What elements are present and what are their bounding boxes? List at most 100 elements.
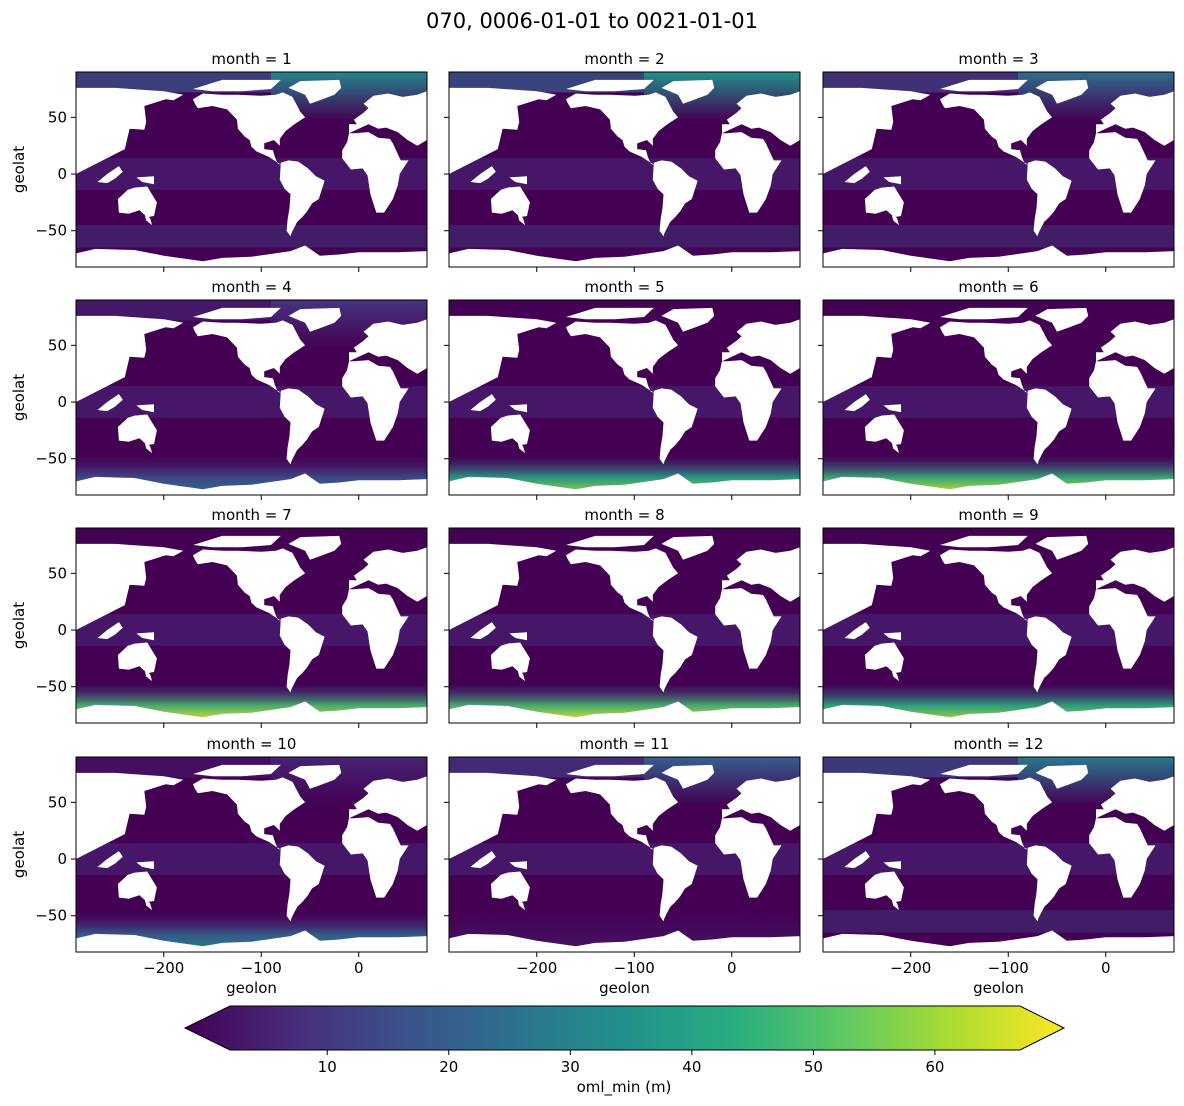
axes-frame bbox=[75, 527, 428, 724]
land-mass-5 bbox=[449, 315, 557, 402]
y-axis-label: geolat bbox=[10, 602, 28, 649]
land-mass-5 bbox=[76, 87, 184, 174]
x-tick-label: 0 bbox=[354, 959, 364, 977]
land-mass-12 bbox=[509, 404, 527, 413]
land-mass-10 bbox=[517, 897, 525, 911]
land-mass-11 bbox=[97, 166, 123, 184]
axes-frame bbox=[448, 71, 801, 268]
panel-title: month = 10 bbox=[207, 735, 297, 753]
land-mass-8 bbox=[1035, 535, 1089, 560]
land-mass-12 bbox=[136, 404, 154, 413]
land-mass-9 bbox=[823, 245, 1174, 267]
land-mass-10 bbox=[891, 897, 899, 911]
land-mass-11 bbox=[97, 851, 123, 869]
map-panel-month-11: month = 11 −200 −100 0 geolon bbox=[444, 735, 801, 997]
land-mass-4 bbox=[1096, 547, 1174, 602]
axes-frame bbox=[448, 527, 801, 724]
land-mass-3 bbox=[1089, 132, 1156, 213]
land-mass-5 bbox=[76, 315, 184, 402]
land-mass-2 bbox=[279, 845, 325, 922]
land-mass-10 bbox=[144, 897, 153, 911]
land-mass-1 bbox=[940, 548, 1053, 621]
land-mass-6 bbox=[864, 186, 904, 218]
land-mass-6 bbox=[864, 414, 904, 446]
land-mass-1 bbox=[193, 320, 306, 393]
y-tick-label: 50 bbox=[48, 336, 67, 354]
land-mass-7 bbox=[566, 764, 654, 777]
land-mass-7 bbox=[566, 535, 654, 548]
land-mass-1 bbox=[566, 548, 679, 621]
map-panel-month-5: month = 5 bbox=[444, 278, 801, 500]
panel-title: month = 2 bbox=[584, 50, 664, 68]
y-tick-label: 50 bbox=[48, 564, 67, 582]
land-mass-5 bbox=[76, 772, 184, 859]
y-tick-label: 0 bbox=[57, 393, 67, 411]
land-mass-3 bbox=[342, 817, 409, 898]
land-mass-3 bbox=[1089, 817, 1156, 898]
y-tick-label: 0 bbox=[57, 165, 67, 183]
panel-title: month = 9 bbox=[958, 506, 1038, 524]
land-mass-6 bbox=[490, 414, 530, 446]
land-mass-1 bbox=[566, 777, 679, 850]
land-mass-1 bbox=[193, 777, 306, 850]
land-mass-6 bbox=[490, 186, 530, 218]
land-mass-10 bbox=[144, 440, 153, 454]
x-tick-label: 0 bbox=[1101, 959, 1111, 977]
land-mass-4 bbox=[349, 547, 427, 602]
colorbar-body bbox=[183, 1005, 1066, 1051]
land-mass-2 bbox=[1026, 845, 1072, 922]
map-panel-month-8: month = 8 bbox=[444, 506, 801, 728]
land-mass-7 bbox=[193, 307, 281, 320]
colorbar: 10 20 30 40 50 60 oml_min (m) bbox=[183, 1005, 1066, 1097]
land-mass-12 bbox=[883, 404, 901, 413]
land-mass-9 bbox=[76, 473, 427, 495]
axes-frame bbox=[448, 299, 801, 496]
land-mass-10 bbox=[517, 668, 525, 682]
land-mass-2 bbox=[1026, 616, 1072, 693]
land-mass-2 bbox=[1026, 388, 1072, 465]
land-mass-3 bbox=[715, 817, 782, 898]
land-mass-9 bbox=[76, 245, 427, 267]
y-tick-label: −50 bbox=[35, 678, 67, 696]
x-tick-label: −200 bbox=[143, 959, 184, 977]
land-mass-9 bbox=[823, 701, 1174, 723]
land-mass-8 bbox=[288, 307, 342, 332]
southern-ocean-band bbox=[449, 225, 800, 248]
x-tick-label: −200 bbox=[516, 959, 557, 977]
y-axis-label: geolat bbox=[10, 374, 28, 421]
land-mass-8 bbox=[1035, 79, 1089, 104]
x-axis-label: geolon bbox=[226, 979, 277, 997]
axes-frame bbox=[75, 71, 428, 268]
land-mass-1 bbox=[940, 777, 1053, 850]
map-panel-month-7: month = 7 −50 0 50 geolat bbox=[10, 506, 428, 728]
map-panel-month-4: month = 4 −50 0 50 geolat bbox=[10, 278, 428, 500]
land-mass-6 bbox=[864, 642, 904, 674]
land-mass-8 bbox=[661, 535, 715, 560]
land-mass-4 bbox=[1096, 776, 1174, 831]
land-mass-3 bbox=[342, 132, 409, 213]
land-mass-9 bbox=[449, 930, 800, 952]
figure-title: 070, 0006-01-01 to 0021-01-01 bbox=[426, 9, 758, 33]
land-mass-4 bbox=[1096, 91, 1174, 146]
land-mass-10 bbox=[517, 440, 525, 454]
land-mass-2 bbox=[1026, 160, 1072, 237]
land-mass-1 bbox=[566, 320, 679, 393]
southern-ocean-band bbox=[76, 225, 427, 248]
land-mass-6 bbox=[117, 871, 157, 903]
panels-group: month = 1 −50 0 50 geolat month = 2 month = 3 m… bbox=[10, 50, 1175, 997]
y-tick-label: 50 bbox=[48, 108, 67, 126]
land-mass-7 bbox=[940, 79, 1028, 92]
land-mass-6 bbox=[117, 186, 157, 218]
land-mass-5 bbox=[823, 87, 931, 174]
land-mass-4 bbox=[349, 776, 427, 831]
colorbar-tick-label: 40 bbox=[682, 1058, 701, 1076]
land-mass-12 bbox=[136, 861, 154, 870]
colorbar-tick-label: 30 bbox=[561, 1058, 580, 1076]
map-panel-month-9: month = 9 bbox=[818, 506, 1175, 728]
land-mass-7 bbox=[193, 79, 281, 92]
land-mass-9 bbox=[823, 930, 1174, 952]
land-mass-9 bbox=[823, 473, 1174, 495]
map-panel-month-2: month = 2 bbox=[444, 50, 801, 272]
axes-frame bbox=[822, 756, 1175, 953]
land-mass-9 bbox=[449, 245, 800, 267]
